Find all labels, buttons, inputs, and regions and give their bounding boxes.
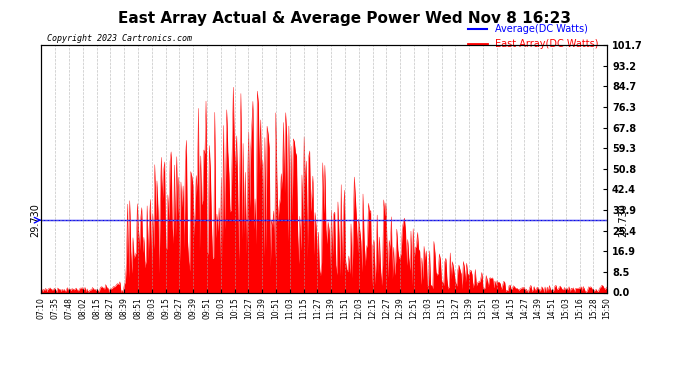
- Text: 29.730: 29.730: [618, 203, 629, 237]
- Text: East Array Actual & Average Power Wed Nov 8 16:23: East Array Actual & Average Power Wed No…: [119, 11, 571, 26]
- Legend: Average(DC Watts), East Array(DC Watts): Average(DC Watts), East Array(DC Watts): [464, 20, 602, 53]
- Text: Copyright 2023 Cartronics.com: Copyright 2023 Cartronics.com: [47, 33, 192, 42]
